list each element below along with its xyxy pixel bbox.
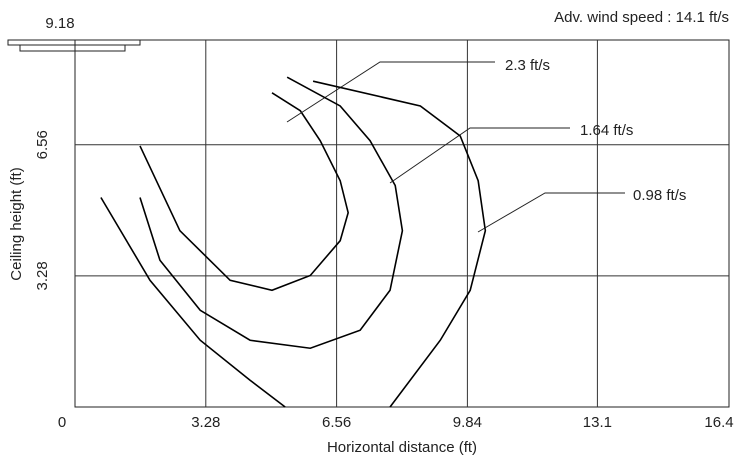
y-tick-label: 9.18 xyxy=(45,15,74,32)
x-tick-label: 13.1 xyxy=(583,414,612,431)
y-tick-label: 6.56 xyxy=(34,130,51,159)
x-tick-label: 3.28 xyxy=(191,414,220,431)
contour-label: 0.98 ft/s xyxy=(633,187,686,204)
chart-title: Adv. wind speed : 14.1 ft/s xyxy=(554,9,729,26)
contour-label: 2.3 ft/s xyxy=(505,57,550,74)
leader-line xyxy=(477,192,625,233)
contour-line xyxy=(139,76,404,350)
contour-line xyxy=(139,92,349,292)
x-axis-label: Horizontal distance (ft) xyxy=(327,439,477,456)
plot-frame xyxy=(74,39,730,408)
y-axis-label: Ceiling height (ft) xyxy=(8,167,25,280)
x-tick-label: 9.84 xyxy=(453,414,482,431)
x-tick-label: 16.4 xyxy=(704,414,733,431)
x-tick-label: 0 xyxy=(58,414,66,431)
leader-line xyxy=(286,61,495,123)
ceiling-icon xyxy=(7,39,141,46)
contour-line xyxy=(100,80,487,408)
x-tick-label: 6.56 xyxy=(322,414,351,431)
leader-line xyxy=(389,127,570,184)
contour-label: 1.64 ft/s xyxy=(580,122,633,139)
y-tick-label: 3.28 xyxy=(34,261,51,290)
ceiling-unit-icon xyxy=(19,44,126,52)
